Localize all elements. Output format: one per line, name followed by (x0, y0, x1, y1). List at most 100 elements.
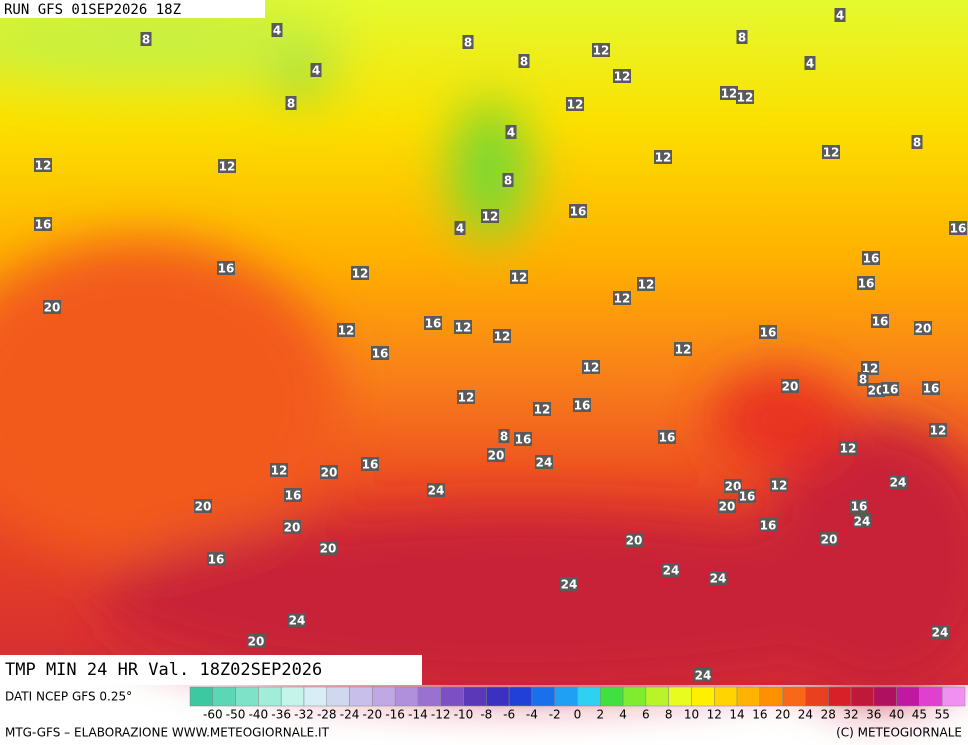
map-label: 8 (859, 373, 867, 387)
label-box (709, 571, 727, 585)
legend-tick-label: 12 (707, 708, 722, 722)
map-label: 8 (500, 430, 508, 444)
label-box (914, 321, 932, 335)
map-label: 8 (738, 31, 746, 45)
legend-tick-label: 4 (619, 708, 627, 722)
label-box (457, 390, 475, 404)
label-box (857, 276, 875, 290)
map-label: 16 (858, 277, 875, 291)
map-label: 24 (536, 456, 553, 470)
label-box (454, 221, 466, 235)
map-label: 12 (458, 391, 475, 405)
legend-tick-label: 14 (729, 708, 744, 722)
legend-tick-label: 28 (821, 708, 836, 722)
map-label: 24 (890, 476, 907, 490)
legend-swatch (896, 686, 920, 707)
map-label: 12 (271, 464, 288, 478)
legend-swatch (372, 686, 396, 707)
legend-tick-label: 10 (684, 708, 699, 722)
map-label: 20 (782, 380, 799, 394)
map-label: 20 (488, 449, 505, 463)
label-box (871, 314, 889, 328)
map-label: 12 (482, 210, 499, 224)
map-label: 20 (821, 533, 838, 547)
legend-swatch (417, 686, 441, 707)
map-label: 12 (455, 321, 472, 335)
label-box (720, 86, 738, 100)
map-label: 20 (284, 521, 301, 535)
legend-swatch (850, 686, 875, 707)
legend-tick-label: -2 (549, 708, 561, 722)
legend-tick-label: -24 (340, 708, 360, 722)
legend-swatch (258, 686, 282, 707)
legend-tick-label: 0 (574, 708, 582, 722)
label-box (371, 346, 389, 360)
map-label: 12 (593, 44, 610, 58)
label-box (207, 552, 225, 566)
color-legend: -60 -50 -40 -36 -32 -28 -24 -20 -16 -14 -12 -10 -8 -6… (189, 686, 966, 722)
map-label: 20 (915, 322, 932, 336)
label-box (922, 381, 940, 395)
map-label: 12 (930, 424, 947, 438)
label-box (288, 613, 306, 627)
map-labels: 8 4 8 12 8 4 4 8 4 12 8 12 12 12 4 8 12 12 12 12 8 16 12 4 16 16 1… (34, 8, 967, 683)
label-box (911, 135, 923, 149)
map-label: 16 (570, 205, 587, 219)
legend-tick-label: 16 (752, 708, 767, 722)
map-label: 12 (352, 267, 369, 281)
run-info: RUN GFS 01SEP2026 18Z (4, 2, 181, 18)
label-box (804, 56, 816, 70)
copyright: (C) METEOGIORNALE (836, 726, 962, 740)
label-box (694, 668, 712, 682)
header-box (0, 0, 265, 18)
footer-box (0, 655, 422, 685)
label-box (535, 455, 553, 469)
legend-swatch (463, 686, 487, 707)
map-label: 12 (583, 361, 600, 375)
map-label: 16 (760, 519, 777, 533)
label-box (929, 423, 947, 437)
label-box (43, 300, 61, 314)
map-label: 12 (35, 159, 52, 173)
map-label: 8 (287, 97, 295, 111)
label-box (949, 221, 967, 235)
map-label: 16 (950, 222, 967, 236)
map-label: 20 (321, 466, 338, 480)
map-label: 16 (425, 317, 442, 331)
label-box (533, 402, 551, 416)
legend-swatch (280, 686, 305, 707)
label-box (674, 342, 692, 356)
map-label: 12 (823, 146, 840, 160)
label-box (781, 379, 799, 393)
map-label: 4 (273, 24, 281, 38)
legend-swatch (554, 686, 578, 707)
label-box (736, 30, 748, 44)
label-box (625, 533, 643, 547)
label-box (637, 277, 655, 291)
label-box (613, 291, 631, 305)
legend-swatch (486, 686, 510, 707)
label-box (481, 209, 499, 223)
credit: MTG-GFS – ELABORAZIONE WWW.METEOGIORNALE… (5, 726, 330, 740)
label-box (582, 360, 600, 374)
map-label: 24 (854, 515, 871, 529)
map-label: 12 (338, 324, 355, 338)
map-label: 16 (923, 382, 940, 396)
map-label: 12 (771, 479, 788, 493)
map-label: 12 (737, 91, 754, 105)
label-box (498, 429, 510, 443)
label-box (569, 204, 587, 218)
legend-swatch (212, 686, 236, 707)
legend-tick-label: -50 (226, 708, 246, 722)
map-label: 20 (195, 500, 212, 514)
label-box (822, 145, 840, 159)
legend-swatch (531, 686, 555, 707)
legend-swatch (622, 686, 647, 707)
map-label: 8 (142, 33, 150, 47)
map-label: 12 (614, 292, 631, 306)
label-box (34, 158, 52, 172)
legend-swatch (189, 686, 214, 707)
label-box (662, 563, 680, 577)
legend-tick-label: -28 (317, 708, 337, 722)
legend-swatch (645, 686, 669, 707)
